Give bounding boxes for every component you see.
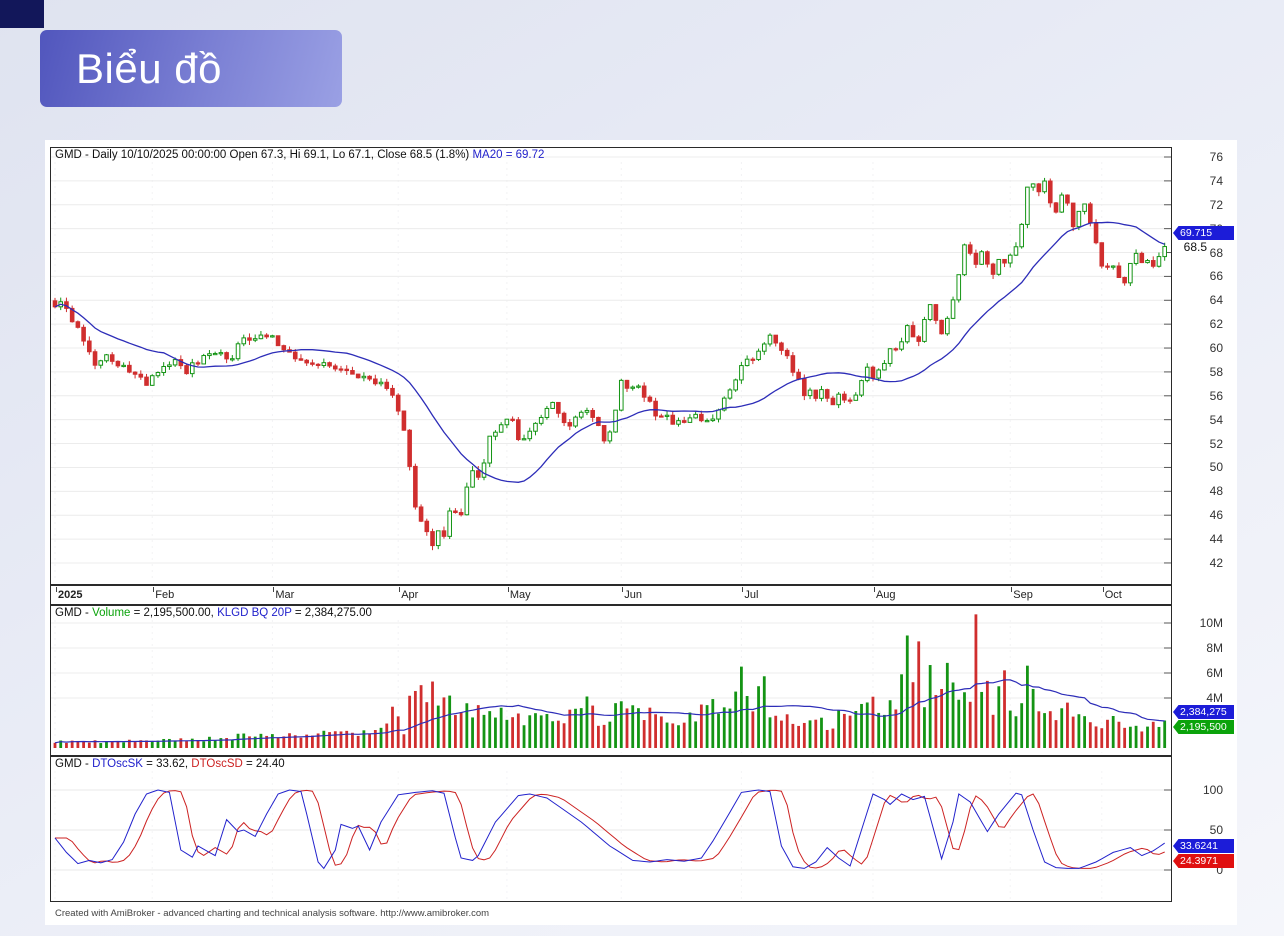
page-title-banner: Biểu đồ (40, 30, 342, 107)
price-axis-label: 60 (1209, 341, 1223, 356)
price-axis-label: 48 (1209, 484, 1223, 499)
window-corner (0, 0, 44, 28)
volume-axis-badge: 2,195,500 (1173, 720, 1234, 734)
volume-panel[interactable]: GMD - Volume = 2,195,500.00, KLGD BQ 20P… (50, 605, 1172, 756)
price-axis-label: 64 (1209, 293, 1223, 308)
price-axis-label: 68 (1209, 245, 1223, 260)
oscillator-axis-label: 50 (1209, 823, 1223, 837)
right-price-axis[interactable]: 76747270686664626058565452504846444210M8… (1173, 140, 1237, 925)
dtoscsd-axis-badge: 24.3971 (1173, 854, 1234, 868)
last-price-axis-label: 68.5 (1183, 240, 1207, 254)
oscillator-panel-title: GMD - DTOscSK = 33.62, DTOscSD = 24.40 (55, 758, 285, 770)
osc-title-symbol: GMD - (55, 758, 93, 770)
month-tick (153, 587, 155, 592)
price-axis-label: 74 (1209, 173, 1223, 188)
page-title: Biểu đồ (76, 44, 222, 92)
volume-title-klgd: KLGD BQ 20P (217, 607, 292, 619)
month-label: Sep (1013, 589, 1033, 601)
price-panel-title: GMD - Daily 10/10/2025 00:00:00 Open 67.… (55, 149, 544, 161)
month-label: 2025 (58, 589, 83, 601)
month-tick (1102, 587, 1104, 592)
month-label: May (509, 589, 531, 601)
price-axis-label: 46 (1209, 508, 1223, 523)
month-tick (56, 587, 57, 592)
candlestick-chart-canvas[interactable] (51, 148, 1171, 584)
volume-panel-title: GMD - Volume = 2,195,500.00, KLGD BQ 20P… (55, 607, 372, 619)
price-axis-label: 76 (1209, 150, 1223, 164)
oscillator-chart-canvas[interactable] (51, 757, 1171, 901)
price-axis-label: 42 (1209, 555, 1223, 570)
volume-axis-label: 4M (1206, 691, 1223, 705)
osc-title-sk: DTOscSK (92, 758, 143, 770)
month-label: Jun (624, 589, 643, 601)
volume-axis-label: 10M (1199, 616, 1223, 630)
volume-title-symbol: GMD - (55, 607, 93, 619)
month-tick (742, 587, 744, 592)
month-tick (399, 587, 401, 592)
volume-axis-label: 6M (1206, 666, 1223, 680)
price-axis-label: 50 (1209, 460, 1223, 475)
month-label: Oct (1104, 589, 1122, 601)
price-panel[interactable]: GMD - Daily 10/10/2025 00:00:00 Open 67.… (50, 147, 1172, 585)
month-tick (622, 587, 624, 592)
price-title-ma20: MA20 = 69.72 (472, 149, 545, 161)
month-label: Jul (744, 589, 759, 601)
dtoscsk-axis-badge: 33.6241 (1173, 839, 1234, 853)
price-axis-label: 44 (1209, 532, 1223, 547)
price-title-text: GMD - Daily 10/10/2025 00:00:00 Open 67.… (55, 149, 473, 161)
month-tick (507, 587, 509, 592)
month-label: Feb (155, 589, 175, 601)
month-label: Aug (875, 589, 896, 601)
amibroker-chart-window[interactable]: GMD - Daily 10/10/2025 00:00:00 Open 67.… (45, 140, 1237, 925)
oscillator-axis-label: 0 (1216, 863, 1223, 877)
osc-title-sd: DTOscSD (191, 758, 243, 770)
price-axis-label: 58 (1209, 364, 1223, 379)
month-tick (273, 587, 275, 592)
month-tick (1011, 587, 1013, 592)
volume-title-klgd-value: = 2,384,275.00 (291, 607, 372, 619)
month-label: Mar (275, 589, 295, 601)
osc-title-sd-value: = 24.40 (242, 758, 285, 770)
price-axis-label: 56 (1209, 388, 1223, 403)
oscillator-axis-label: 100 (1202, 783, 1223, 797)
month-tick (873, 587, 875, 592)
price-axis-label: 72 (1209, 197, 1223, 212)
oscillator-panel[interactable]: GMD - DTOscSK = 33.62, DTOscSD = 24.40 (50, 756, 1172, 902)
volume-title-volume: Volume (92, 607, 131, 619)
amibroker-credit: Created with AmiBroker - advanced charti… (55, 908, 490, 919)
volume-axis-label: 8M (1206, 641, 1223, 655)
ma20-axis-badge: 69.715 (1173, 226, 1234, 240)
price-axis-label: 66 (1209, 269, 1223, 284)
volume-chart-canvas[interactable] (51, 606, 1171, 755)
price-axis-label: 52 (1209, 436, 1223, 451)
month-label: Apr (401, 589, 419, 601)
osc-title-sk-value: = 33.62, (142, 758, 192, 770)
price-axis-label: 54 (1209, 412, 1223, 427)
volume-title-value: = 2,195,500.00, (130, 607, 218, 619)
price-axis-label: 62 (1209, 317, 1223, 332)
date-axis[interactable]: 2025 Feb Mar Apr May Jun Jul Aug Sep Oct (50, 585, 1172, 605)
volume-ma-axis-badge: 2,384,275 (1173, 705, 1234, 719)
